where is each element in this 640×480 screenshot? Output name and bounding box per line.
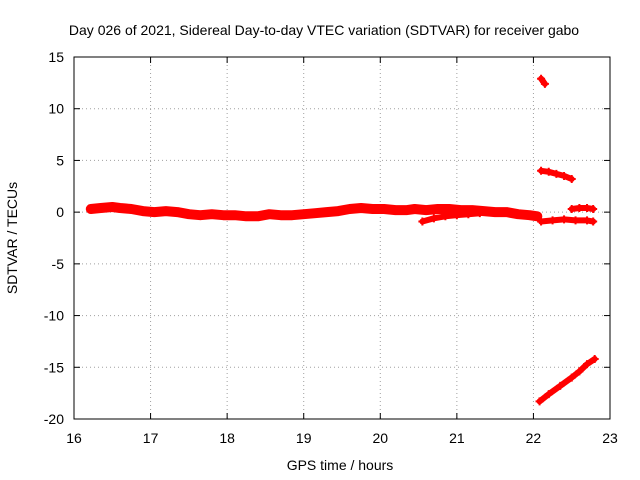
series-main-band <box>85 202 543 222</box>
data-point <box>230 211 239 220</box>
data-point <box>184 210 193 219</box>
data-point <box>535 397 544 406</box>
data-point <box>537 74 546 83</box>
data-point <box>575 367 584 376</box>
data-point <box>544 167 553 176</box>
y-tick-label: 0 <box>56 204 64 220</box>
data-point <box>403 206 412 215</box>
series-descending-arc <box>537 166 576 184</box>
data-point <box>96 204 105 213</box>
data-point <box>265 210 274 219</box>
data-point <box>418 217 427 226</box>
y-tick-label: 10 <box>48 101 64 117</box>
data-point <box>589 217 598 226</box>
data-point <box>583 360 592 369</box>
data-point <box>441 212 450 221</box>
data-point <box>357 204 366 213</box>
data-point <box>127 205 136 214</box>
data-point <box>380 205 389 214</box>
data-point <box>533 212 542 221</box>
y-tick-label: 5 <box>56 152 64 168</box>
data-point <box>288 211 297 220</box>
data-point <box>571 216 580 225</box>
y-axis-label: SDTVAR / TECUs <box>4 182 20 294</box>
data-point <box>242 212 251 221</box>
data-point <box>108 202 117 211</box>
x-tick-label: 21 <box>449 430 465 446</box>
data-point <box>567 373 576 382</box>
x-tick-label: 18 <box>219 430 235 446</box>
data-point <box>322 208 331 217</box>
data-point <box>150 208 159 217</box>
data-point <box>548 216 557 225</box>
data-point <box>567 175 576 184</box>
data-point <box>115 204 124 213</box>
data-point <box>575 204 584 213</box>
data-point <box>567 205 576 214</box>
data-point <box>219 211 228 220</box>
series-high-cluster <box>537 74 549 88</box>
data-point <box>491 208 500 217</box>
data-point <box>334 207 343 216</box>
data-point <box>525 211 534 220</box>
series-rising-arc <box>535 355 599 406</box>
data-point <box>475 209 484 218</box>
data-point <box>207 210 216 219</box>
y-tick-label: -10 <box>44 308 64 324</box>
data-point <box>589 205 598 214</box>
data-point <box>173 208 182 217</box>
x-tick-label: 16 <box>66 430 82 446</box>
axis-ticks: 16 17 18 19 20 21 22 23 -20 -15 -10 -5 0 5 10 15 <box>44 49 618 446</box>
data-point <box>540 79 549 88</box>
data-point <box>556 381 565 390</box>
x-tick-label: 23 <box>602 430 618 446</box>
series-lower-branch <box>418 209 484 226</box>
data-point <box>544 390 553 399</box>
data-point <box>537 217 546 226</box>
y-tick-label: -15 <box>44 359 64 375</box>
data-point <box>583 204 592 213</box>
x-tick-label: 19 <box>296 430 312 446</box>
data-point <box>433 205 442 214</box>
data-point <box>368 205 377 214</box>
x-tick-label: 20 <box>372 430 388 446</box>
x-tick-label: 22 <box>526 430 542 446</box>
data-point <box>311 209 320 218</box>
y-tick-label: -5 <box>52 256 65 272</box>
data-point <box>537 166 546 175</box>
data-point <box>452 211 461 220</box>
data-point <box>253 212 262 221</box>
data-point <box>161 207 170 216</box>
data-point <box>560 215 569 224</box>
data-point <box>422 206 431 215</box>
y-tick-label: 15 <box>48 49 64 65</box>
data-point <box>429 214 438 223</box>
data-point <box>552 169 561 178</box>
data-point <box>445 205 454 214</box>
data-point <box>138 207 147 216</box>
x-axis-label: GPS time / hours <box>287 457 394 473</box>
y-tick-label: -20 <box>44 411 64 427</box>
data-point <box>502 208 511 217</box>
data-point <box>86 205 95 214</box>
data-series <box>85 74 599 406</box>
x-tick-label: 17 <box>143 430 159 446</box>
data-point <box>410 205 419 214</box>
data-point <box>276 211 285 220</box>
data-point <box>345 205 354 214</box>
data-point <box>590 355 599 364</box>
data-point <box>391 206 400 215</box>
data-point <box>514 210 523 219</box>
data-point <box>196 211 205 220</box>
data-point <box>583 216 592 225</box>
data-point <box>299 210 308 219</box>
data-point <box>560 171 569 180</box>
series-after-22-high <box>567 204 598 214</box>
chart-title: Day 026 of 2021, Sidereal Day-to-day VTE… <box>69 22 579 38</box>
grid-lines <box>74 57 610 419</box>
data-point <box>464 210 473 219</box>
series-after-22-low <box>537 215 598 226</box>
plot-frame <box>73 56 611 420</box>
